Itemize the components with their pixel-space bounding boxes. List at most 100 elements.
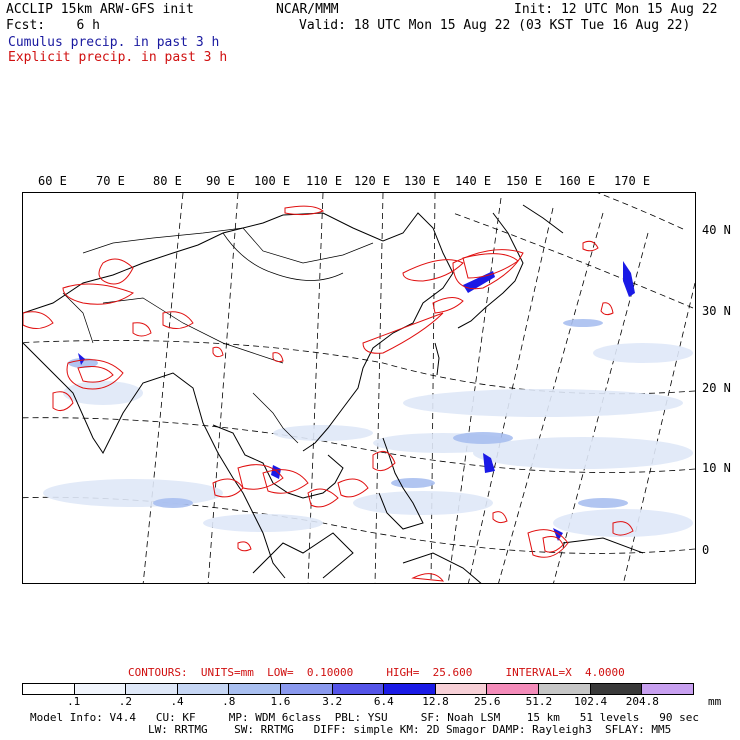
contour xyxy=(98,258,134,285)
resolution: 15 km xyxy=(526,711,560,724)
contour xyxy=(600,302,614,316)
contour xyxy=(307,488,339,508)
meridian xyxy=(430,193,436,583)
lon-label: 130 E xyxy=(404,174,441,188)
colorbar-swatch xyxy=(435,684,488,694)
contours-info: CONTOURS: UNITS=mm LOW= 0.10000 HIGH= 25… xyxy=(128,667,625,679)
lon-label: 90 E xyxy=(206,174,235,188)
colorbar-label: 25.6 xyxy=(473,695,501,708)
colorbar-label: 51.2 xyxy=(525,695,553,708)
colorbar-swatch xyxy=(332,684,385,694)
pbl-scheme: PBL: YSU xyxy=(334,711,388,724)
lw-scheme: LW: RRTMG xyxy=(148,723,208,736)
lat-label: 10 N xyxy=(702,461,731,475)
contour xyxy=(23,311,54,329)
contour xyxy=(237,464,284,490)
colorbar-swatch xyxy=(126,684,178,694)
new-guinea xyxy=(562,537,644,554)
footer-line1: Model Info: V4.4 CU: KF MP: WDM 6class P… xyxy=(30,712,699,724)
colorbar-swatch xyxy=(539,684,591,694)
philippines xyxy=(378,437,424,530)
colorbar-label: .1 xyxy=(67,695,81,708)
contours-interval: INTERVAL=X 4.0000 xyxy=(505,666,625,679)
contour xyxy=(284,205,324,216)
kamchatka xyxy=(522,204,564,234)
asia-coast xyxy=(23,212,454,452)
parallel-10n xyxy=(23,417,695,473)
india-coast xyxy=(23,342,286,579)
forecast-hour: Fcst: 6 h xyxy=(6,18,100,33)
sf-scheme: SF: Noah LSM xyxy=(420,711,501,724)
border-mongolia xyxy=(222,232,344,281)
plot-title: ACCLIP 15km ARW-GFS init xyxy=(6,2,194,17)
colorbar xyxy=(22,683,694,695)
colorbar-label: 3.2 xyxy=(322,695,343,708)
lat-label: 20 N xyxy=(702,381,731,395)
border-himalaya xyxy=(102,297,284,364)
colorbar-swatch xyxy=(74,684,127,694)
taiwan xyxy=(434,342,440,376)
colorbar-swatch xyxy=(229,684,282,694)
contour xyxy=(542,536,564,553)
explicit-legend: Explicit precip. in past 3 h xyxy=(8,50,228,65)
colorbar-label: .4 xyxy=(170,695,184,708)
meridian xyxy=(207,193,239,583)
meridian xyxy=(307,193,324,583)
contour xyxy=(411,573,445,582)
contour xyxy=(162,311,194,329)
colorbar-label: 12.8 xyxy=(422,695,449,708)
colorbar-swatch xyxy=(590,684,643,694)
colorbar-label: 6.4 xyxy=(373,695,394,708)
cumulus-legend: Cumulus precip. in past 3 h xyxy=(8,35,220,50)
colorbar-swatch xyxy=(384,684,436,694)
colorbar-label: .2 xyxy=(118,695,132,708)
contour xyxy=(62,283,135,305)
lon-label: 160 E xyxy=(559,174,596,188)
center-label: NCAR/MMM xyxy=(276,2,339,17)
parallel-40n xyxy=(597,193,684,230)
levels: 51 levels xyxy=(579,711,640,724)
colorbar-label: 102.4 xyxy=(574,695,608,708)
lat-label: 30 N xyxy=(702,304,731,318)
precip-map xyxy=(23,193,695,583)
contour xyxy=(52,391,74,412)
japan xyxy=(457,212,524,329)
country-borders xyxy=(62,227,374,444)
contour xyxy=(272,352,284,363)
contour xyxy=(362,312,444,354)
lat-label: 0 xyxy=(702,543,710,557)
lon-label: 80 E xyxy=(153,174,182,188)
border-central-asia xyxy=(62,292,94,344)
colorbar-swatch xyxy=(642,684,693,694)
border-russia xyxy=(82,227,374,264)
map-panel xyxy=(22,192,696,584)
meridian xyxy=(142,193,184,583)
borneo xyxy=(402,552,482,583)
colorbar-label: .8 xyxy=(222,695,236,708)
meridian xyxy=(374,193,384,583)
colorbar-label: 1.6 xyxy=(270,695,291,708)
lon-label: 100 E xyxy=(254,174,291,188)
contour xyxy=(77,366,114,383)
lon-label: 70 E xyxy=(96,174,125,188)
cu-scheme: CU: KF xyxy=(155,711,196,724)
parallel-30n xyxy=(452,212,694,309)
lon-label: 170 E xyxy=(614,174,651,188)
contour xyxy=(237,541,252,552)
lat-label: 40 N xyxy=(702,223,731,237)
lon-label: 110 E xyxy=(306,174,343,188)
contours-prefix: CONTOURS: xyxy=(128,666,188,679)
contour xyxy=(372,450,396,472)
contour xyxy=(212,346,224,358)
lon-label: 150 E xyxy=(506,174,543,188)
contours-low: LOW= 0.10000 xyxy=(267,666,354,679)
colorbar-label: 204.8 xyxy=(625,695,659,708)
contour xyxy=(527,529,569,558)
contour xyxy=(262,469,309,494)
colorbar-swatch xyxy=(177,684,230,694)
valid-time: Valid: 18 UTC Mon 15 Aug 22 (03 KST Tue … xyxy=(299,18,691,33)
colorbar-swatch xyxy=(23,684,75,694)
contour xyxy=(337,478,369,498)
contour xyxy=(402,259,464,282)
footer-line2: LW: RRTMG SW: RRTMG DIFF: simple KM: 2D … xyxy=(148,724,671,736)
